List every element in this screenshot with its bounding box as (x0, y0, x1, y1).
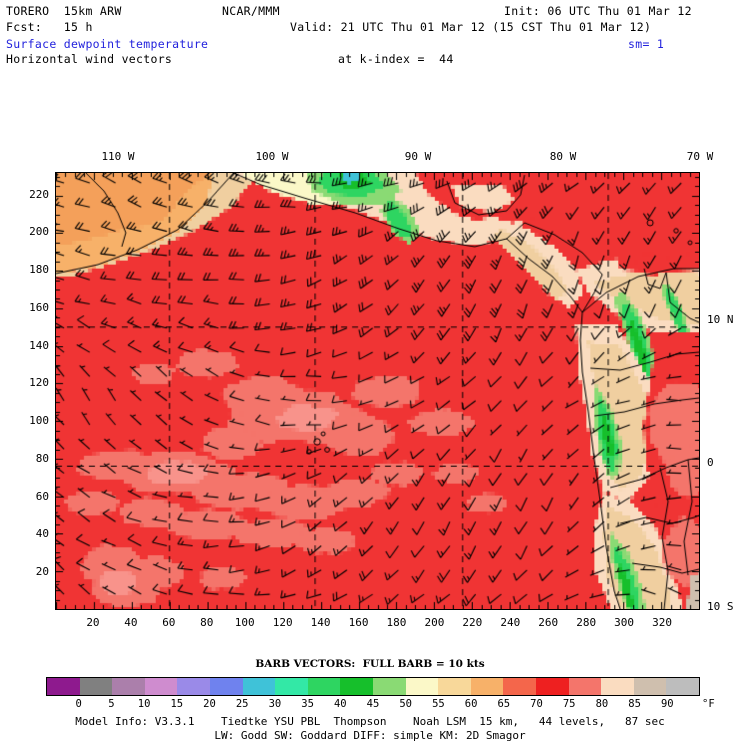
y-axis-tick-160: 160 (29, 300, 49, 314)
colorbar-swatch-15 (535, 678, 569, 695)
colorbar-swatch-1 (79, 678, 113, 695)
colorbar-swatch-7 (275, 678, 308, 695)
k-index-label: at k-index = 44 (338, 52, 454, 66)
colorbar-swatch-13 (470, 678, 504, 695)
x-axis-tick-80: 80 (200, 616, 214, 629)
colorbar-swatch-8 (307, 678, 341, 695)
colorbar-tick-0: 0 (75, 698, 82, 710)
y-axis-tick-20: 20 (35, 565, 49, 579)
legend-block: BARB VECTORS: FULL BARB = 10 kts 0 5 10 15 2… (0, 655, 740, 742)
colorbar-tick-40: 40 (333, 698, 347, 710)
y-axis-tick-100: 100 (29, 414, 49, 428)
field-title: Surface dewpoint temperature (6, 37, 209, 51)
colorbar-swatch-6 (242, 678, 276, 695)
lon-label-3: 80 W (549, 150, 577, 163)
vectors-label: Horizontal wind vectors (6, 52, 173, 66)
x-axis-tick-140: 140 (310, 616, 331, 629)
y-axis-tick-40: 40 (35, 527, 49, 541)
lon-label-4: 70 W (686, 150, 714, 163)
colorbar-tick-35: 35 (301, 698, 314, 710)
x-axis-tick-300: 300 (614, 616, 635, 629)
colorbar-tick-20: 20 (203, 698, 216, 710)
colorbar-tick-55: 55 (432, 698, 445, 710)
forecast-hour-label: Fcst: 15 h (6, 20, 93, 34)
y-axis-tick-140: 140 (29, 338, 49, 352)
x-axis-tick-40: 40 (124, 616, 138, 629)
x-axis-tick-260: 260 (538, 616, 559, 629)
x-axis-tick-60: 60 (162, 616, 176, 629)
colorbar-tick-85: 85 (628, 698, 641, 710)
colorbar-tick-50: 50 (399, 698, 413, 710)
lon-label-0: 110 W (101, 150, 135, 163)
plot-header: TORERO 15km ARW NCAR/MMM Init: 06 UTC Th… (0, 0, 740, 70)
colorbar-ticks: 0 5 10 15 20 25 30 35 40 45 50 55 60 65 70 75 80 85 90 (0, 698, 740, 712)
colorbar-tick-60: 60 (464, 698, 478, 710)
x-axis-tick-120: 120 (272, 616, 293, 629)
colorbar-swatch-19 (666, 678, 699, 695)
map-frame[interactable] (55, 172, 700, 610)
lon-label-2: 90 W (404, 150, 432, 163)
colorbar-tick-70: 70 (530, 698, 543, 710)
colorbar-swatch-14 (503, 678, 536, 695)
y-axis-tick-180: 180 (29, 263, 49, 277)
colorbar-tick-15: 15 (170, 698, 184, 710)
colorbar-tick-10: 10 (137, 698, 151, 710)
colorbar-swatch-10 (372, 678, 406, 695)
colorbar-swatch-4 (177, 678, 210, 695)
model-info-line-2: LW: Godd SW: Goddard DIFF: simple KM: 2D… (214, 729, 526, 742)
lat-label-2: 10 S (707, 600, 734, 613)
plot-area: 20 40 60 80 100 120 140 160 180 200 220 20 40 60 80 100… (0, 140, 740, 640)
colorbar-tick-75: 75 (562, 698, 576, 710)
colorbar-swatch-17 (601, 678, 634, 695)
y-axis-tick-60: 60 (35, 489, 49, 503)
y-axis-tick-120: 120 (29, 376, 49, 390)
model-title: TORERO 15km ARW (6, 4, 122, 18)
colorbar-swatch-11 (405, 678, 439, 695)
colorbar-swatch-3 (144, 678, 178, 695)
colorbar-swatch-0 (47, 678, 80, 695)
smoothing-label: sm= 1 (628, 37, 665, 51)
model-info-line-1: Model Info: V3.3.1 Tiedtke YSU PBL Thomp… (75, 715, 665, 728)
init-time-label: Init: 06 UTC Thu 01 Mar 12 (504, 4, 692, 18)
colorbar-tick-25: 25 (235, 698, 249, 710)
y-axis-tick-80: 80 (35, 451, 49, 465)
colorbar-tick-90: 90 (660, 698, 674, 710)
colorbar-swatch-12 (438, 678, 471, 695)
colorbar-swatch-5 (209, 678, 243, 695)
valid-time-label: Valid: 21 UTC Thu 01 Mar 12 (15 CST Thu … (290, 20, 652, 34)
x-axis-tick-20: 20 (86, 616, 100, 629)
x-axis-tick-200: 200 (424, 616, 445, 629)
colorbar-swatch-9 (340, 678, 373, 695)
x-axis-tick-160: 160 (348, 616, 369, 629)
lon-label-1: 100 W (255, 150, 289, 163)
colorbar-tick-80: 80 (595, 698, 609, 710)
lat-label-0: 10 N (707, 313, 734, 326)
y-axis-tick-200: 200 (29, 225, 49, 239)
colorbar-tick-65: 65 (497, 698, 511, 710)
colorbar[interactable] (46, 677, 700, 696)
colorbar-swatch-2 (112, 678, 145, 695)
colorbar-tick-45: 45 (366, 698, 380, 710)
x-axis-tick-100: 100 (234, 616, 255, 629)
x-axis-tick-220: 220 (462, 616, 483, 629)
lat-label-1: 0 (707, 456, 714, 469)
x-axis-tick-320: 320 (652, 616, 672, 629)
colorbar-tick-30: 30 (268, 698, 282, 710)
x-axis-tick-240: 240 (500, 616, 521, 629)
x-axis-tick-180: 180 (386, 616, 407, 629)
colorbar-unit-label: °F (702, 698, 715, 710)
y-axis-tick-220: 220 (29, 187, 49, 201)
colorbar-tick-5: 5 (108, 698, 115, 710)
x-axis-tick-280: 280 (576, 616, 597, 629)
colorbar-swatch-16 (568, 678, 602, 695)
barb-scale-title: BARB VECTORS: FULL BARB = 10 kts (255, 658, 485, 670)
dewpoint-map-canvas[interactable] (56, 173, 699, 609)
colorbar-swatch-18 (633, 678, 667, 695)
center-label: NCAR/MMM (222, 4, 280, 18)
